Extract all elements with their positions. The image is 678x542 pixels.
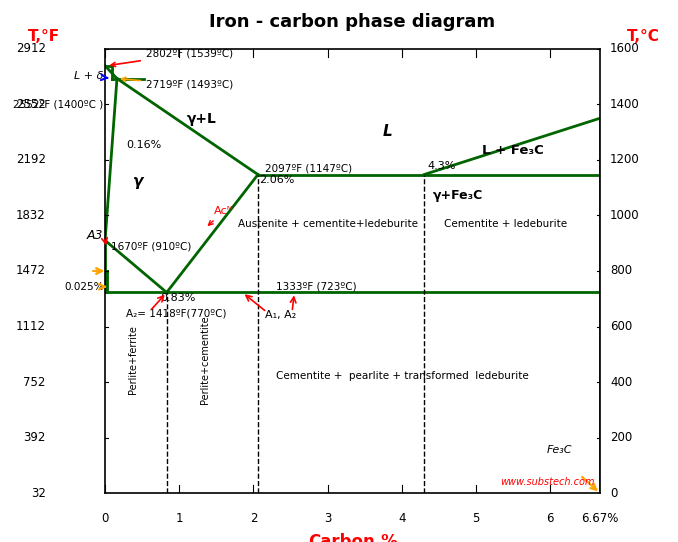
Text: 0.83%: 0.83% xyxy=(161,293,196,302)
Text: Aᴄᴹ: Aᴄᴹ xyxy=(208,206,234,225)
Text: 400: 400 xyxy=(610,376,632,389)
Text: 4.3%: 4.3% xyxy=(428,162,456,171)
Text: www.substech.com: www.substech.com xyxy=(500,476,595,487)
Text: 2097ºF (1147ºC): 2097ºF (1147ºC) xyxy=(264,164,352,174)
Text: L + Fe₃C: L + Fe₃C xyxy=(482,144,544,157)
Text: 2192: 2192 xyxy=(16,153,45,166)
Text: 5: 5 xyxy=(473,512,480,525)
Text: 1472: 1472 xyxy=(16,264,45,278)
Text: 0: 0 xyxy=(610,487,617,500)
Text: Fe₃C: Fe₃C xyxy=(546,446,572,455)
Text: T,°F: T,°F xyxy=(28,29,60,44)
Text: 1: 1 xyxy=(176,512,183,525)
Text: 2802ºF (1539ºC): 2802ºF (1539ºC) xyxy=(111,48,233,67)
Text: 1670ºF (910ºC): 1670ºF (910ºC) xyxy=(111,242,191,251)
Text: 392: 392 xyxy=(23,431,45,444)
Text: Cementite + ledeburite: Cementite + ledeburite xyxy=(444,218,567,229)
Text: 6.67%: 6.67% xyxy=(581,512,619,525)
Text: 2912: 2912 xyxy=(16,42,45,55)
Text: Austenite + cementite+ledeburite: Austenite + cementite+ledeburite xyxy=(238,218,418,229)
Text: γ+L: γ+L xyxy=(186,112,216,126)
Text: 600: 600 xyxy=(610,320,632,333)
Text: 4: 4 xyxy=(398,512,405,525)
Text: Iron - carbon phase diagram: Iron - carbon phase diagram xyxy=(210,13,496,31)
Text: 752: 752 xyxy=(23,376,45,389)
Text: Cementite +  pearlite + transformed  ledeburite: Cementite + pearlite + transformed ledeb… xyxy=(275,371,528,382)
Text: 1000: 1000 xyxy=(610,209,639,222)
Text: 32: 32 xyxy=(31,487,45,500)
Text: 1400: 1400 xyxy=(610,98,639,111)
Text: Carbon,%: Carbon,% xyxy=(308,533,397,542)
Text: 3: 3 xyxy=(324,512,332,525)
Text: 1112: 1112 xyxy=(16,320,45,333)
Text: L + δ: L + δ xyxy=(74,71,104,81)
Text: γ: γ xyxy=(134,175,144,190)
Text: L: L xyxy=(382,124,392,139)
Text: Perlite+ferrite: Perlite+ferrite xyxy=(128,325,138,393)
Text: Perlite+cementite: Perlite+cementite xyxy=(200,315,210,404)
Text: 2552: 2552 xyxy=(16,98,45,111)
Text: γ+Fe₃C: γ+Fe₃C xyxy=(433,189,483,202)
Text: 2.06%: 2.06% xyxy=(260,176,295,185)
Text: 1200: 1200 xyxy=(610,153,639,166)
Text: 1832: 1832 xyxy=(16,209,45,222)
Text: 6: 6 xyxy=(546,512,554,525)
Text: 1333ºF (723ºC): 1333ºF (723ºC) xyxy=(276,281,357,291)
Text: A3: A3 xyxy=(87,229,104,242)
Text: 0: 0 xyxy=(102,512,108,525)
Text: T,°C: T,°C xyxy=(627,29,660,44)
Text: 0.025%: 0.025% xyxy=(64,282,104,292)
Text: 0.16%: 0.16% xyxy=(126,140,161,150)
Text: 200: 200 xyxy=(610,431,632,444)
Text: 2552ºF (1400ºC ): 2552ºF (1400ºC ) xyxy=(14,99,104,109)
Text: 800: 800 xyxy=(610,264,632,278)
Text: 2: 2 xyxy=(250,512,257,525)
Text: 1600: 1600 xyxy=(610,42,639,55)
Text: 2719ºF (1493ºC): 2719ºF (1493ºC) xyxy=(121,77,233,89)
Text: A₂= 1418ºF(770ºC): A₂= 1418ºF(770ºC) xyxy=(126,309,226,319)
Text: A₁, A₂: A₁, A₂ xyxy=(264,311,296,320)
